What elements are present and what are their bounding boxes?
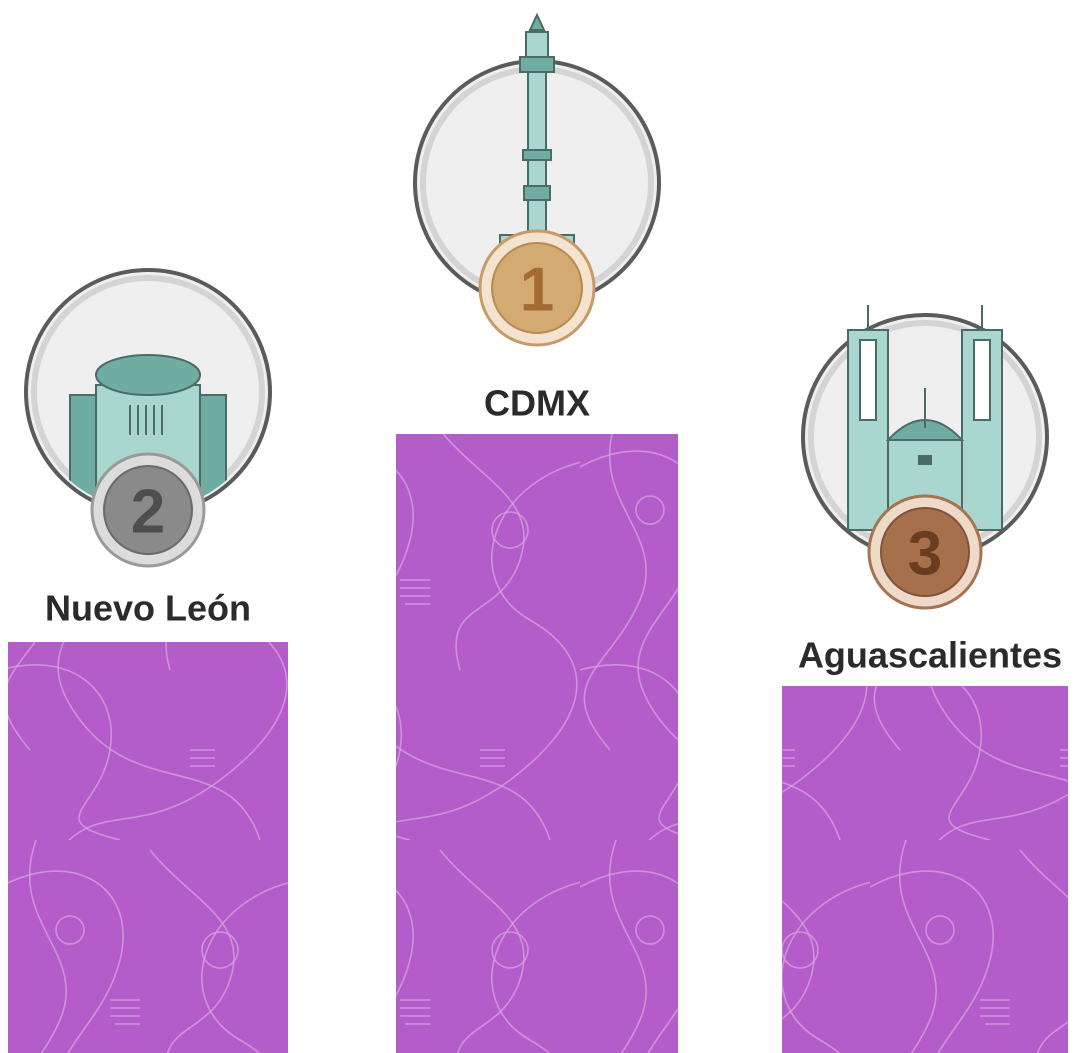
place-aguascalientes: 3 Aguascalientes [782, 305, 1068, 1053]
place-name: Aguascalientes [798, 635, 1062, 676]
podium: 2 Nuevo León 1 CDMX [0, 0, 1086, 1053]
place-cdmx: 1 CDMX [396, 15, 678, 1053]
medal-rank: 2 [131, 478, 165, 547]
place-name: Nuevo León [45, 588, 251, 629]
podium-pattern [8, 642, 288, 1053]
medal-rank: 1 [520, 256, 554, 325]
place-name: CDMX [484, 383, 590, 424]
medal-rank: 3 [908, 520, 942, 589]
podium-pattern [396, 434, 678, 1053]
place-nuevo-leon: 2 Nuevo León [8, 270, 288, 1053]
podium-pattern [782, 686, 1068, 1053]
